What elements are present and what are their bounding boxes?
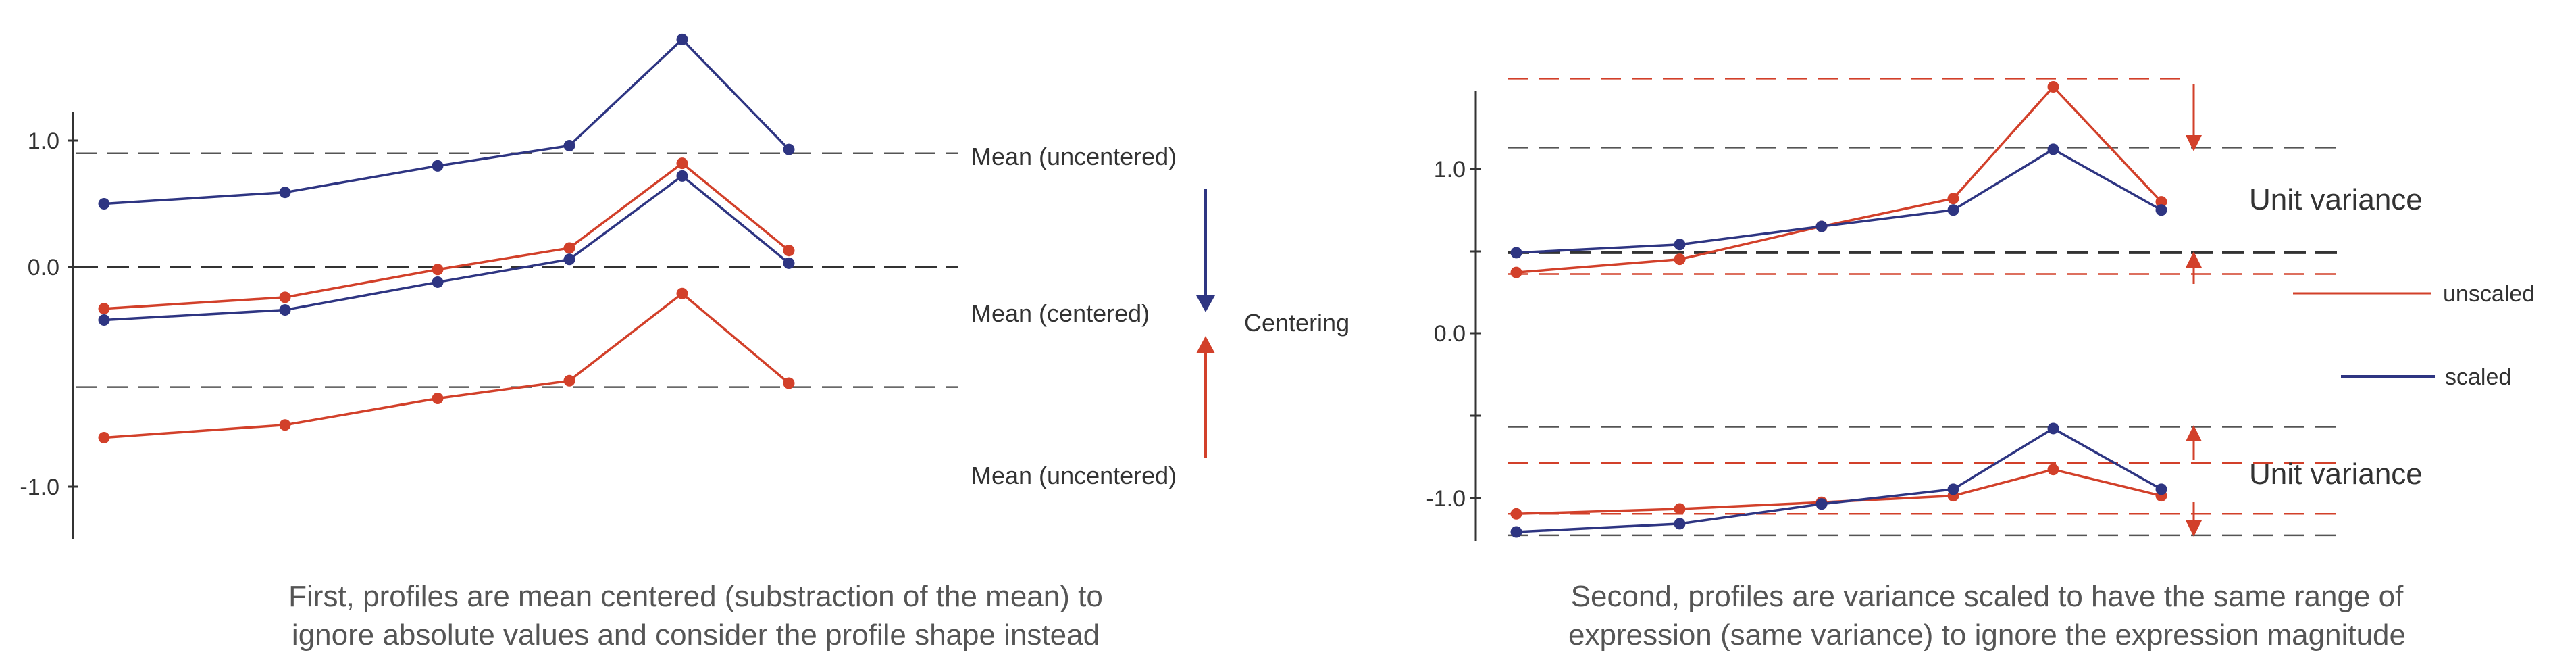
left-profile-1-point-4 (676, 157, 688, 170)
left-profile-line-1 (103, 162, 790, 310)
right-y-tick-label: -1.0 (1426, 486, 1466, 512)
right-profile-1-point-1 (1674, 239, 1686, 251)
right-caption-line-2: expression (same variance) to ignore the… (1568, 618, 2406, 652)
right-profile-3-point-5 (2155, 483, 2167, 495)
right-profile-2-point-4 (2047, 464, 2059, 476)
left-profile-1-point-2 (432, 264, 444, 276)
right-y-tick-label: 0.0 (1434, 321, 1466, 347)
right-profile-1-point-4 (2047, 143, 2059, 155)
right-profile-1-point-3 (1947, 204, 1959, 216)
left-profile-3-point-5 (783, 377, 795, 389)
right-profile-2-point-1 (1674, 503, 1686, 515)
unit-variance-label-top: Unit variance (2249, 183, 2423, 216)
left-profile-line-2 (103, 174, 790, 322)
left-y-tick-label: 0.0 (28, 255, 59, 280)
left-caption-line-2: ignore absolute values and consider the … (292, 618, 1100, 652)
right-profile-2-point-0 (1510, 508, 1522, 520)
mean-uncentered-label-top: Mean (uncentered) (971, 143, 1177, 170)
right-profile-3-point-4 (2047, 422, 2059, 435)
left-profile-2-point-4 (676, 170, 688, 182)
right-profile-0-point-4 (2047, 81, 2059, 93)
mean-uncentered-label-bottom: Mean (uncentered) (971, 462, 1177, 489)
right-profile-line-0 (1516, 85, 2163, 274)
left-panel: 1.0 0.0 -1.0 Mean (uncentered) Mean (cen… (20, 33, 1349, 652)
right-caption-line-1: Second, profiles are variance scaled to … (1571, 580, 2404, 613)
left-y-tick-label: 1.0 (28, 128, 59, 154)
right-profile-0-point-1 (1674, 253, 1686, 266)
left-profile-3-point-3 (563, 374, 575, 387)
legend-unscaled-label: unscaled (2443, 281, 2535, 307)
variance-arrow-top-up (2186, 251, 2202, 284)
right-y-tick-label: 1.0 (1434, 157, 1466, 182)
variance-arrow-top-down (2186, 84, 2202, 151)
left-profile-0-point-4 (676, 33, 688, 45)
left-caption-line-1: First, profiles are mean centered (subst… (288, 580, 1103, 613)
right-reference-lines (1508, 78, 2338, 537)
right-profile-0-point-3 (1947, 193, 1959, 205)
right-profile-3-point-2 (1815, 498, 1828, 510)
right-profile-line-1 (1516, 148, 2162, 254)
variance-arrow-bottom-up (2186, 425, 2202, 460)
left-profile-2-point-1 (279, 304, 291, 316)
left-y-tick-label: -1.0 (20, 474, 59, 500)
legend: unscaled scaled (2293, 281, 2535, 390)
mean-centered-label: Mean (centered) (971, 299, 1150, 327)
left-profile-2-point-3 (563, 253, 575, 266)
left-profile-3-point-2 (432, 392, 444, 404)
right-profile-1-point-2 (1815, 220, 1828, 232)
left-profile-3-point-1 (279, 419, 291, 431)
left-profile-1-point-1 (279, 291, 291, 303)
left-profile-0-point-3 (563, 139, 575, 151)
left-profile-3-point-0 (98, 431, 110, 443)
left-profile-0-point-0 (98, 198, 110, 210)
right-profile-3-point-0 (1510, 526, 1522, 538)
left-profile-3-point-4 (676, 287, 688, 299)
right-profile-3-point-3 (1947, 483, 1959, 495)
variance-arrow-bottom-down (2186, 502, 2202, 537)
right-profile-1-point-0 (1510, 247, 1522, 259)
legend-scaled-label: scaled (2445, 364, 2511, 390)
left-profile-2-point-5 (783, 257, 795, 269)
right-profile-0-point-5 (2155, 196, 2167, 208)
left-profile-0-point-5 (783, 143, 795, 155)
unit-variance-label-bottom: Unit variance (2249, 458, 2423, 491)
left-mean-lines (76, 152, 958, 388)
left-profile-line-0 (103, 38, 790, 205)
left-profile-2-point-0 (98, 314, 110, 326)
right-profile-line-3 (1516, 427, 2162, 533)
left-profile-line-3 (103, 292, 790, 439)
left-profile-2-point-2 (432, 276, 444, 288)
left-profile-1-point-5 (783, 245, 795, 257)
left-profiles (98, 33, 795, 443)
right-panel: 1.0 0.0 -1.0 Unit variance Unit variance… (1426, 78, 2535, 652)
centering-up-arrow (1196, 336, 1215, 458)
left-profile-1-point-0 (98, 303, 110, 315)
centering-down-arrow (1196, 189, 1215, 312)
right-profile-line-2 (1516, 468, 2162, 516)
left-profile-0-point-1 (279, 187, 291, 199)
right-profile-1-point-5 (2155, 204, 2167, 216)
left-profile-0-point-2 (432, 160, 444, 172)
left-profile-1-point-3 (563, 242, 575, 254)
centering-label: Centering (1244, 309, 1349, 337)
right-profile-0-point-0 (1510, 266, 1522, 278)
right-profiles (1510, 81, 2167, 538)
right-profile-3-point-1 (1674, 518, 1686, 530)
